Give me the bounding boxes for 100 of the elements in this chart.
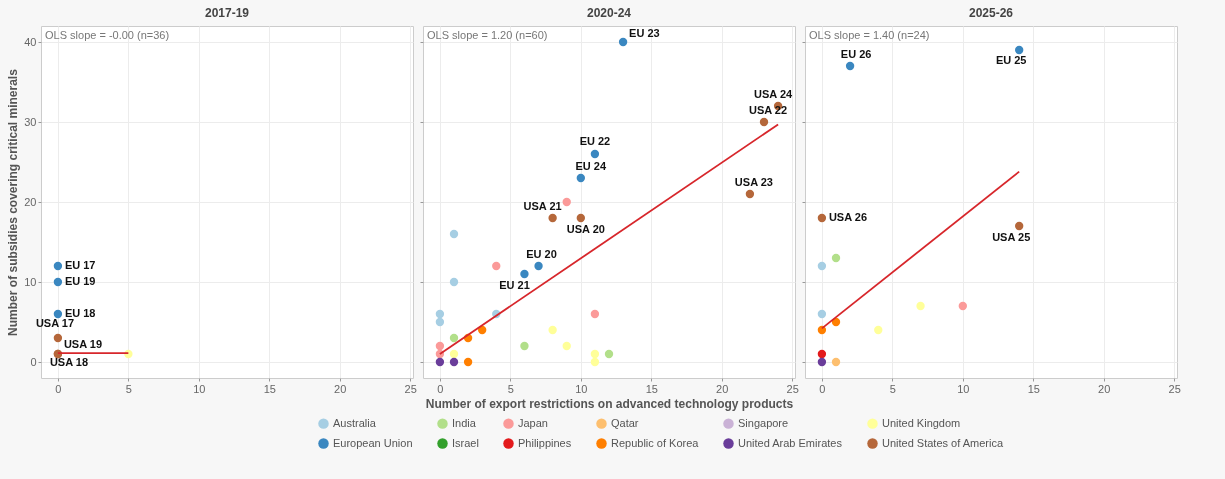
annotation: EU 20 (526, 248, 557, 260)
annotation: USA 25 (992, 231, 1031, 243)
point (845, 61, 855, 71)
x-tick-label: 25 (404, 382, 417, 395)
point (817, 349, 827, 359)
point (449, 333, 459, 343)
point (759, 117, 769, 127)
y-tick-label: 10 (24, 275, 37, 288)
chart-title: 2017-19 (204, 6, 250, 20)
point (745, 189, 755, 199)
point (590, 149, 600, 159)
x-tick-label: 25 (1168, 382, 1181, 395)
legend-label: United Kingdom (882, 416, 961, 429)
annotation: EU 26 (840, 48, 872, 60)
annotation: EU 23 (629, 27, 660, 39)
point (53, 261, 63, 271)
annotation: USA 26 (828, 211, 868, 223)
x-tick-label: 20 (1098, 382, 1111, 395)
annotation: EU 19 (64, 275, 96, 287)
point (562, 197, 571, 207)
point (916, 301, 925, 311)
point (831, 357, 841, 367)
point (435, 341, 445, 351)
chart-title: 2020-24 (586, 6, 632, 20)
annotation: EU 17 (64, 259, 96, 271)
point (1015, 221, 1024, 231)
legend-label: Australia (333, 416, 377, 429)
x-tick-label: 0 (437, 382, 444, 395)
point (435, 317, 445, 327)
point (576, 173, 585, 183)
point (590, 309, 600, 319)
point (520, 269, 529, 279)
x-tick-label: 5 (125, 382, 132, 395)
chart-title: 2025-26 (968, 6, 1014, 20)
annotation: OLS slope = -0.00 (n=36) (45, 29, 170, 41)
point (562, 341, 571, 351)
point (53, 309, 63, 319)
point (817, 309, 827, 319)
point (435, 357, 445, 367)
x-axis-title: Number of export restrictions on advanced technology products (425, 396, 794, 411)
point (449, 349, 459, 359)
point (1015, 45, 1024, 55)
annotation: USA 17 (35, 317, 75, 329)
point (618, 37, 628, 47)
point (435, 309, 445, 319)
x-tick-label: 0 (55, 382, 62, 395)
point (449, 229, 459, 239)
legend-label: Philippines (518, 436, 572, 449)
point (817, 213, 827, 223)
annotation: USA 22 (748, 104, 788, 116)
legend-label: Qatar (611, 416, 639, 429)
legend-label: United States of America (882, 436, 1004, 449)
point (463, 357, 473, 367)
annotation: USA 20 (566, 223, 605, 235)
annotation: EU 21 (499, 279, 530, 291)
point (958, 301, 967, 311)
annotation: USA 21 (523, 200, 562, 212)
x-tick-label: 20 (716, 382, 729, 395)
point (817, 261, 827, 271)
y-tick-label: 40 (24, 35, 37, 48)
point (520, 341, 529, 351)
x-tick-label: 10 (193, 382, 206, 395)
point (548, 213, 557, 223)
annotation: EU 25 (995, 54, 1027, 66)
annotation: OLS slope = 1.40 (n=24) (809, 29, 930, 41)
x-tick-label: 5 (507, 382, 514, 395)
point (576, 213, 585, 223)
x-tick-label: 15 (263, 382, 276, 395)
x-tick-label: 10 (575, 382, 588, 395)
point (534, 261, 543, 271)
point (53, 333, 63, 343)
legend-label: Japan (518, 416, 548, 429)
point (874, 325, 883, 335)
annotation: USA 19 (63, 338, 103, 350)
annotation: USA 18 (49, 356, 89, 368)
annotation: OLS slope = 1.20 (n=60) (427, 29, 548, 41)
legend-label: Republic of Korea (611, 436, 700, 449)
legend-label: United Arab Emirates (738, 436, 843, 449)
annotation: USA 24 (754, 88, 794, 100)
point (449, 277, 459, 287)
legend-label: Israel (452, 436, 479, 449)
point (492, 261, 501, 271)
point (604, 349, 614, 359)
x-tick-label: 25 (786, 382, 799, 395)
x-tick-label: 0 (819, 382, 826, 395)
annotation: EU 18 (64, 307, 96, 319)
y-tick-label: 0 (30, 355, 37, 368)
x-tick-label: 20 (334, 382, 347, 395)
y-axis-title: Number of subsidies covering critical minerals (6, 68, 21, 336)
x-tick-label: 5 (889, 382, 896, 395)
x-tick-label: 15 (645, 382, 658, 395)
legend-label: European Union (333, 436, 413, 449)
x-tick-label: 15 (1027, 382, 1040, 395)
point (53, 277, 63, 287)
point (548, 325, 557, 335)
point (817, 357, 827, 367)
y-tick-label: 30 (24, 115, 37, 128)
annotation: USA 23 (734, 176, 773, 188)
y-tick-label: 20 (24, 195, 37, 208)
point (590, 349, 600, 359)
